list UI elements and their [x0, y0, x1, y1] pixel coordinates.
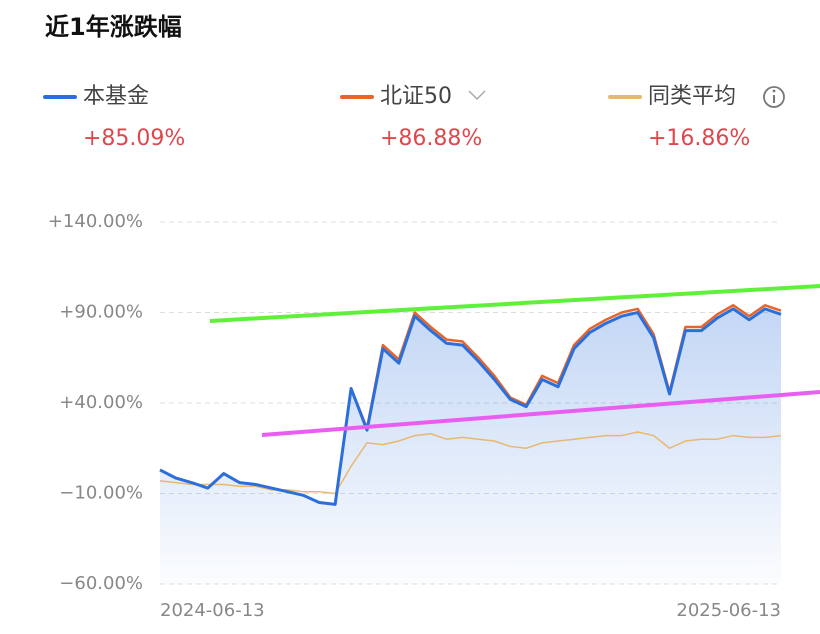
y-tick-label: −60.00%: [59, 573, 143, 594]
legend: 本基金 +85.09% 北证50 +86.88% 同类平均 +16.86%: [43, 84, 750, 151]
x-tick-label: 2025-06-13: [676, 600, 781, 621]
legend-return: +86.88%: [380, 126, 482, 151]
y-tick-label: +140.00%: [48, 211, 143, 232]
series-line: [159, 307, 782, 506]
y-tick-label: +40.00%: [59, 392, 143, 413]
chart-title: 近1年涨跌幅: [45, 13, 182, 41]
dropdown-chevron[interactable]: [468, 90, 486, 101]
y-tick-label: −10.00%: [59, 483, 143, 504]
plot-area: −60.00% −10.00% +40.00% +90.00% +140.00% 2024…: [48, 211, 782, 621]
legend-label: 北证50: [380, 84, 452, 109]
y-tick-label: +90.00%: [59, 302, 143, 323]
x-tick-label: 2024-06-13: [160, 600, 265, 621]
info-icon[interactable]: [763, 86, 785, 108]
legend-return: +16.86%: [648, 126, 750, 151]
series-line: [159, 431, 782, 495]
trend-line-upper: [209, 284, 820, 323]
legend-label: 同类平均: [648, 84, 736, 109]
area-fill: [160, 308, 781, 584]
trend-line-lower: [261, 390, 820, 437]
legend-label: 本基金: [83, 84, 149, 109]
legend-return: +85.09%: [83, 126, 185, 151]
